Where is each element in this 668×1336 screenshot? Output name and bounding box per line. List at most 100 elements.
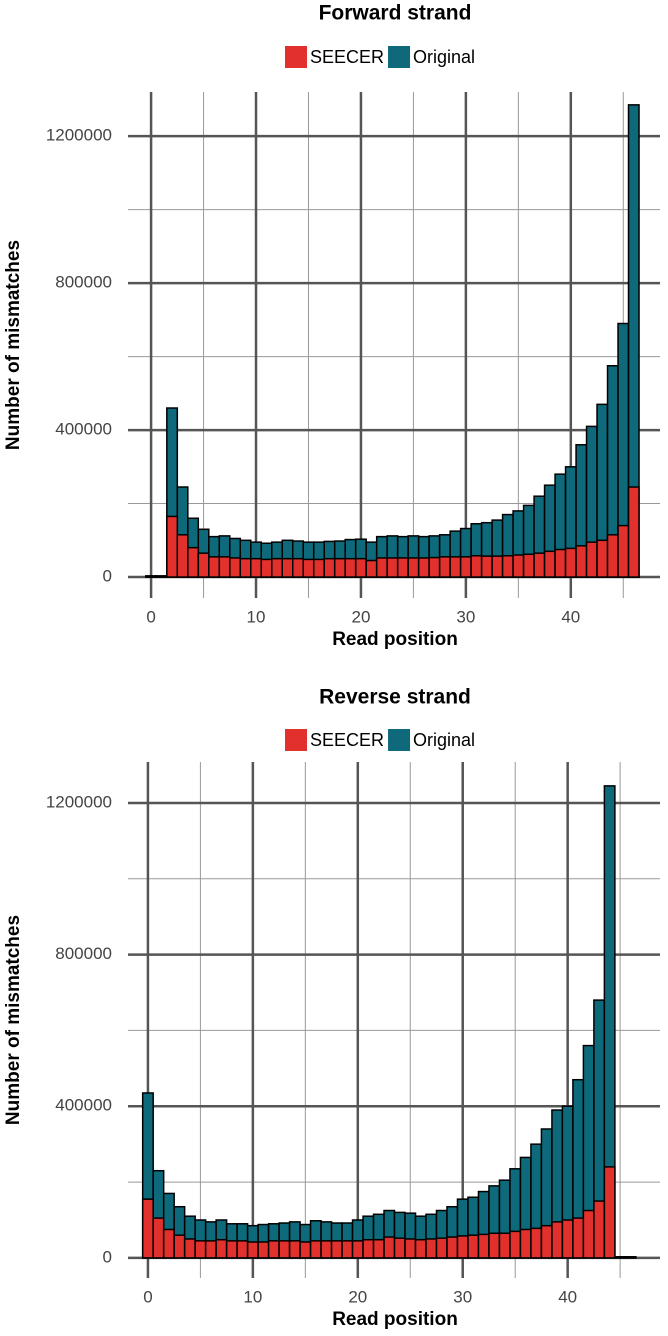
legend-label: SEECER	[310, 730, 384, 750]
bar	[627, 486, 640, 578]
bar	[176, 534, 189, 578]
bar	[250, 557, 263, 578]
bar	[281, 557, 294, 578]
bar	[449, 556, 462, 578]
bar	[362, 1238, 375, 1259]
bar	[155, 575, 168, 578]
bar	[341, 1240, 354, 1259]
bar	[278, 1240, 291, 1259]
bar	[291, 557, 304, 578]
bar	[183, 1238, 196, 1259]
bar	[141, 1198, 154, 1259]
bar	[470, 554, 483, 578]
bar	[215, 1238, 228, 1259]
legend-label: Original	[413, 730, 475, 750]
bar	[344, 557, 357, 578]
y-tick-label: 0	[103, 567, 112, 586]
bar	[354, 557, 367, 578]
bar	[606, 534, 619, 578]
x-tick-label: 10	[247, 607, 266, 626]
bar	[246, 1241, 259, 1259]
x-tick-label: 0	[146, 607, 155, 626]
bar	[498, 1232, 511, 1259]
x-tick-label: 30	[456, 607, 475, 626]
bar	[204, 1240, 217, 1259]
bar	[582, 1209, 595, 1259]
x-axis-title: Read position	[332, 1309, 458, 1330]
bar	[299, 1241, 312, 1259]
bar	[393, 1237, 406, 1259]
bar	[572, 1217, 585, 1259]
y-tick-label: 400000	[55, 420, 112, 439]
bar	[194, 1240, 207, 1259]
bar	[173, 1234, 186, 1259]
bar	[425, 1238, 438, 1259]
bar	[312, 558, 325, 578]
bar	[239, 557, 252, 578]
bar	[509, 1230, 522, 1259]
bar	[257, 1241, 270, 1259]
y-axis-title: Number of mismatches	[3, 240, 24, 450]
bar	[533, 552, 546, 578]
legend-swatch	[285, 729, 307, 751]
bar	[456, 1235, 469, 1259]
bar	[554, 548, 567, 578]
bar	[459, 556, 472, 578]
y-tick-label: 1200000	[46, 126, 112, 145]
bar	[530, 1227, 543, 1259]
bar	[330, 1240, 343, 1259]
bar	[407, 557, 420, 578]
x-tick-label: 30	[453, 1287, 472, 1306]
bar	[540, 1224, 553, 1259]
legend-swatch	[388, 729, 411, 751]
bar	[365, 559, 378, 578]
bar	[414, 1238, 427, 1259]
bar	[351, 1240, 364, 1259]
bar	[404, 1238, 417, 1259]
bar	[480, 555, 493, 578]
y-tick-label: 0	[103, 1247, 112, 1266]
bar	[267, 1240, 280, 1259]
bar	[551, 1221, 564, 1259]
bar	[438, 556, 451, 578]
legend-label: Original	[413, 47, 475, 67]
bar	[477, 1233, 490, 1259]
y-tick-label: 800000	[55, 944, 112, 963]
y-axis-title: Number of mismatches	[3, 915, 24, 1125]
bar	[208, 556, 221, 578]
legend-swatch	[285, 46, 307, 68]
bar	[372, 1238, 385, 1259]
bar	[236, 1240, 249, 1259]
bar	[488, 1232, 501, 1259]
bar	[309, 1240, 322, 1259]
bar	[467, 1234, 480, 1259]
bar	[302, 558, 315, 578]
bar	[446, 1236, 459, 1259]
bar	[197, 552, 210, 578]
bar	[435, 1237, 448, 1259]
bar	[386, 557, 399, 578]
bar	[260, 558, 273, 578]
bar	[333, 557, 346, 578]
bar	[596, 539, 609, 578]
bar	[320, 1240, 333, 1259]
chart-title: Forward strand	[319, 2, 472, 25]
bar	[519, 1228, 532, 1259]
bar	[152, 1217, 165, 1259]
bar	[575, 545, 588, 578]
y-tick-label: 800000	[55, 273, 112, 292]
bar	[564, 547, 577, 578]
bar	[162, 1228, 175, 1259]
x-tick-label: 10	[243, 1287, 262, 1306]
bar	[522, 553, 535, 578]
bar	[218, 556, 231, 578]
chart-title: Reverse strand	[319, 686, 471, 709]
bar	[417, 557, 430, 578]
x-tick-label: 20	[351, 607, 370, 626]
bar	[323, 557, 336, 578]
legend-label: SEECER	[310, 47, 384, 67]
bar	[166, 515, 179, 578]
bar	[512, 554, 525, 578]
bar	[396, 557, 409, 578]
